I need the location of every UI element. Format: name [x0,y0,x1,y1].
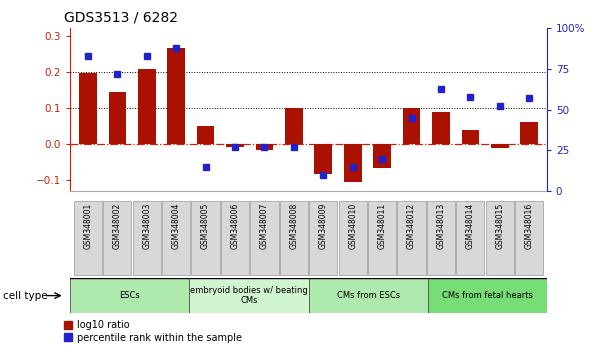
Text: ESCs: ESCs [120,291,140,300]
Text: GSM348008: GSM348008 [290,203,298,249]
Bar [521,122,538,144]
FancyBboxPatch shape [221,200,249,275]
Text: GSM348010: GSM348010 [348,203,357,249]
FancyBboxPatch shape [103,200,131,275]
FancyBboxPatch shape [74,200,102,275]
Text: GSM348005: GSM348005 [201,203,210,249]
Text: GDS3513 / 6282: GDS3513 / 6282 [64,11,178,25]
Bar [428,278,547,313]
Bar [432,112,450,144]
Text: GSM348011: GSM348011 [378,203,387,249]
Text: GSM348002: GSM348002 [113,203,122,249]
Text: GSM348004: GSM348004 [172,203,181,249]
Text: GSM348007: GSM348007 [260,203,269,249]
FancyBboxPatch shape [397,200,426,275]
FancyBboxPatch shape [338,200,367,275]
FancyBboxPatch shape [515,200,543,275]
Text: GSM348015: GSM348015 [496,203,504,249]
Bar [79,73,97,144]
FancyBboxPatch shape [280,200,308,275]
Bar [315,144,332,174]
Bar [255,144,273,149]
Bar [373,144,391,168]
Bar [189,278,309,313]
Bar [109,92,126,144]
FancyBboxPatch shape [486,200,514,275]
Text: GSM348006: GSM348006 [230,203,240,249]
Bar [226,144,244,147]
FancyBboxPatch shape [427,200,455,275]
FancyBboxPatch shape [191,200,220,275]
Text: CMs from ESCs: CMs from ESCs [337,291,400,300]
Bar [461,130,479,144]
Bar [344,144,362,182]
Bar [491,144,508,148]
FancyBboxPatch shape [133,200,161,275]
Bar [138,69,156,144]
Text: GSM348016: GSM348016 [525,203,533,249]
FancyBboxPatch shape [309,200,337,275]
FancyBboxPatch shape [251,200,279,275]
Text: GSM348009: GSM348009 [319,203,327,249]
FancyBboxPatch shape [162,200,190,275]
Bar [403,108,420,144]
Text: embryoid bodies w/ beating
CMs: embryoid bodies w/ beating CMs [190,286,308,305]
Bar [309,278,428,313]
FancyBboxPatch shape [456,200,485,275]
Bar [285,108,302,144]
FancyBboxPatch shape [368,200,396,275]
Text: GSM348014: GSM348014 [466,203,475,249]
Text: cell type: cell type [3,291,48,301]
Bar [167,48,185,144]
Bar [70,278,189,313]
Legend: log10 ratio, percentile rank within the sample: log10 ratio, percentile rank within the … [63,320,241,343]
Bar [197,126,214,144]
Text: GSM348001: GSM348001 [84,203,92,249]
Text: GSM348003: GSM348003 [142,203,152,249]
Text: CMs from fetal hearts: CMs from fetal hearts [442,291,533,300]
Text: GSM348013: GSM348013 [436,203,445,249]
Text: GSM348012: GSM348012 [407,203,416,249]
